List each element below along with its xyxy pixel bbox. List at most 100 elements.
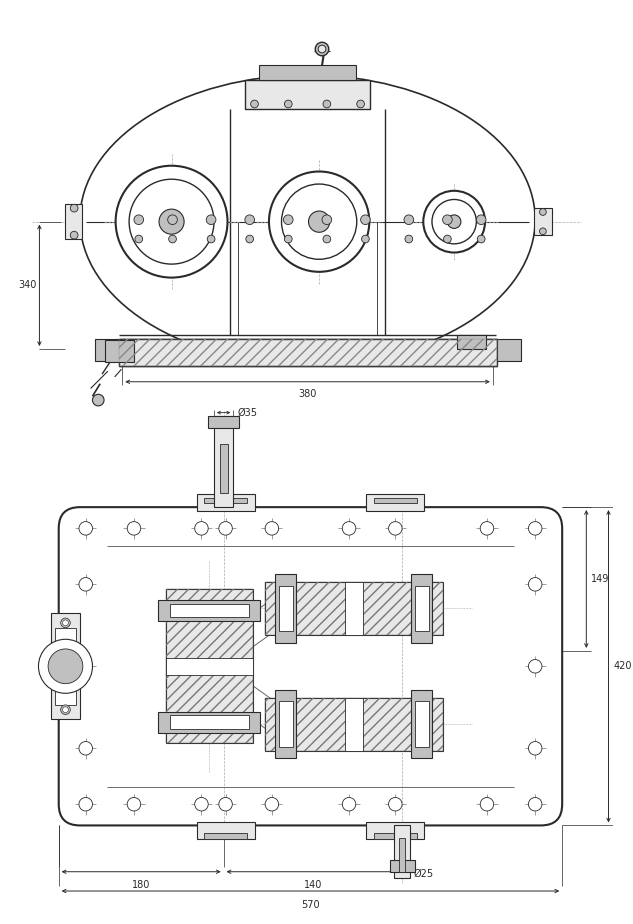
Circle shape bbox=[323, 100, 330, 108]
Circle shape bbox=[245, 215, 254, 225]
Circle shape bbox=[315, 43, 329, 55]
Bar bbox=[265, 698, 443, 750]
Bar bbox=[214, 416, 234, 507]
Circle shape bbox=[219, 797, 232, 811]
Text: 340: 340 bbox=[18, 280, 37, 290]
Bar bbox=[170, 715, 249, 729]
Circle shape bbox=[168, 236, 177, 243]
Bar bbox=[245, 79, 370, 109]
Bar bbox=[399, 838, 405, 871]
Bar bbox=[260, 66, 356, 79]
Bar bbox=[275, 690, 296, 759]
Circle shape bbox=[318, 45, 326, 53]
Bar bbox=[55, 627, 76, 705]
Circle shape bbox=[39, 639, 92, 693]
Bar bbox=[166, 658, 253, 675]
Circle shape bbox=[251, 100, 258, 108]
Bar bbox=[415, 586, 429, 631]
Circle shape bbox=[423, 190, 485, 252]
Circle shape bbox=[168, 215, 177, 225]
Circle shape bbox=[361, 236, 369, 243]
Bar bbox=[265, 582, 443, 635]
Bar bbox=[534, 208, 551, 236]
Circle shape bbox=[265, 797, 279, 811]
Circle shape bbox=[284, 236, 292, 243]
Circle shape bbox=[442, 215, 452, 225]
Text: 149: 149 bbox=[591, 574, 610, 584]
Circle shape bbox=[134, 215, 144, 225]
Circle shape bbox=[61, 618, 70, 627]
Bar bbox=[51, 614, 80, 720]
Circle shape bbox=[404, 215, 413, 225]
Text: 570: 570 bbox=[301, 900, 320, 910]
Circle shape bbox=[135, 236, 142, 243]
Circle shape bbox=[284, 215, 293, 225]
Circle shape bbox=[195, 522, 208, 535]
Circle shape bbox=[444, 236, 451, 243]
Bar bbox=[374, 497, 417, 504]
Circle shape bbox=[529, 742, 542, 755]
Circle shape bbox=[79, 522, 92, 535]
Circle shape bbox=[79, 742, 92, 755]
Circle shape bbox=[116, 165, 227, 277]
Bar bbox=[220, 444, 227, 492]
Bar bbox=[415, 701, 429, 747]
Bar bbox=[367, 493, 424, 511]
Circle shape bbox=[127, 797, 141, 811]
Circle shape bbox=[361, 215, 370, 225]
Circle shape bbox=[357, 100, 365, 108]
Text: 140: 140 bbox=[304, 881, 322, 891]
Bar bbox=[279, 701, 292, 747]
Circle shape bbox=[159, 209, 184, 234]
Circle shape bbox=[129, 179, 214, 264]
Circle shape bbox=[269, 172, 369, 272]
Circle shape bbox=[63, 620, 68, 626]
Circle shape bbox=[79, 660, 92, 673]
Circle shape bbox=[448, 215, 461, 228]
Circle shape bbox=[389, 797, 402, 811]
Circle shape bbox=[127, 522, 141, 535]
Text: 180: 180 bbox=[132, 881, 151, 891]
Bar bbox=[118, 339, 497, 366]
Circle shape bbox=[219, 522, 232, 535]
Bar bbox=[457, 335, 486, 349]
Bar bbox=[197, 493, 254, 511]
Bar bbox=[158, 711, 260, 733]
Bar bbox=[170, 603, 249, 617]
Bar bbox=[275, 574, 296, 643]
Bar bbox=[118, 339, 497, 366]
Circle shape bbox=[207, 236, 215, 243]
Circle shape bbox=[529, 797, 542, 811]
Circle shape bbox=[432, 200, 477, 244]
Text: Ø35: Ø35 bbox=[237, 407, 257, 418]
Circle shape bbox=[70, 204, 78, 212]
Bar bbox=[204, 833, 247, 839]
Circle shape bbox=[529, 660, 542, 673]
Circle shape bbox=[342, 522, 356, 535]
Circle shape bbox=[282, 184, 357, 260]
Circle shape bbox=[70, 231, 78, 239]
Bar bbox=[96, 339, 120, 360]
Circle shape bbox=[477, 236, 485, 243]
Circle shape bbox=[308, 211, 330, 232]
Circle shape bbox=[539, 209, 546, 215]
Bar bbox=[411, 574, 432, 643]
Circle shape bbox=[389, 522, 402, 535]
Circle shape bbox=[405, 236, 413, 243]
Bar bbox=[367, 821, 424, 839]
Circle shape bbox=[48, 649, 83, 684]
Bar bbox=[204, 497, 247, 504]
Ellipse shape bbox=[80, 75, 535, 364]
Circle shape bbox=[61, 705, 70, 714]
Circle shape bbox=[206, 215, 216, 225]
Bar bbox=[105, 340, 134, 361]
Bar bbox=[65, 204, 82, 239]
Circle shape bbox=[323, 236, 330, 243]
Bar bbox=[166, 590, 253, 744]
Bar bbox=[279, 586, 292, 631]
Circle shape bbox=[195, 797, 208, 811]
Bar bbox=[197, 821, 254, 839]
Circle shape bbox=[477, 215, 486, 225]
Bar bbox=[394, 825, 410, 879]
Text: 420: 420 bbox=[613, 662, 632, 672]
